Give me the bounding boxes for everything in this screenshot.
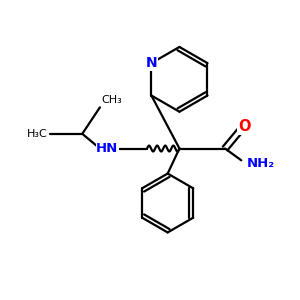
Text: N: N (146, 56, 157, 70)
Text: O: O (238, 119, 250, 134)
Text: NH₂: NH₂ (247, 157, 275, 170)
Text: H₃C: H₃C (27, 129, 47, 139)
Text: HN: HN (96, 142, 118, 155)
Text: CH₃: CH₃ (101, 95, 122, 105)
